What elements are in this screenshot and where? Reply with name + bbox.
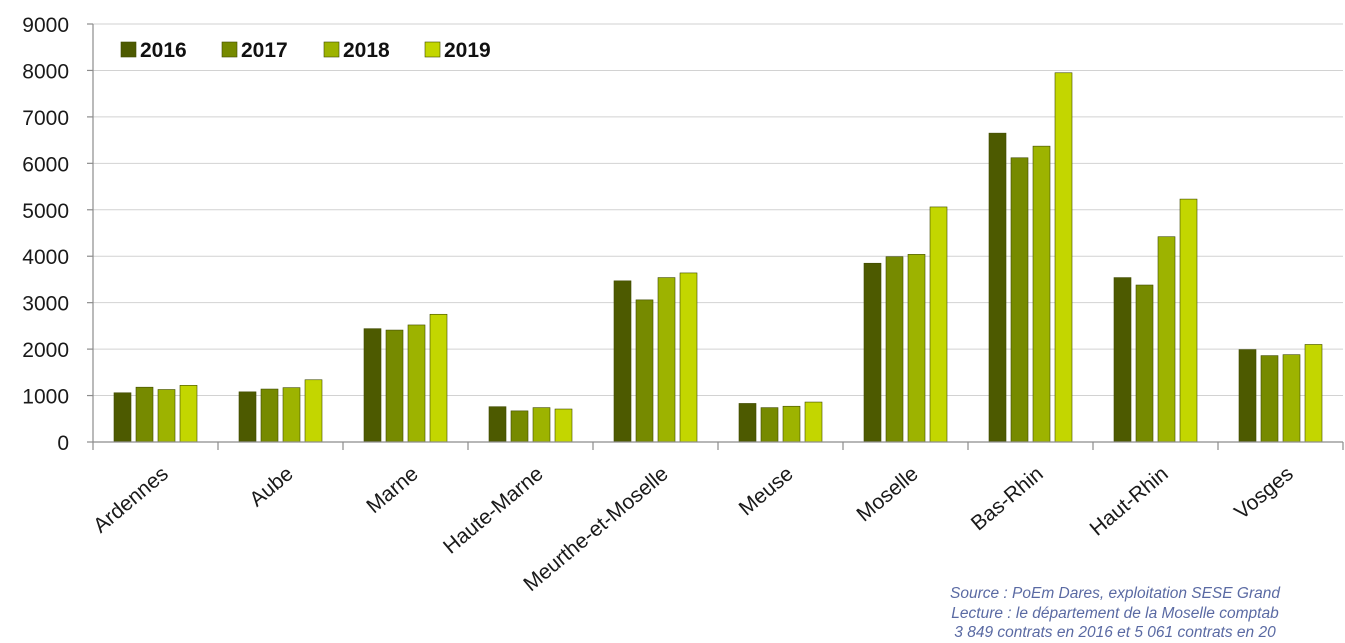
bar-2017-marne [385,329,404,443]
bar-2017-meurthe-et-moselle [635,299,654,443]
bar-2019-haut-rhin [1179,198,1198,443]
bars [113,72,1323,443]
bar-2018-vosges [1282,354,1301,443]
x-tick-label: Ardennes [89,462,173,537]
bar-2016-moselle [863,262,882,443]
bar-2016-meurthe-et-moselle [613,280,632,443]
x-tick-label: Haut-Rhin [1086,462,1173,540]
y-tick-label: 5000 [22,200,69,223]
bar-2019-haute-marne [554,408,573,443]
bar-2019-vosges [1304,344,1323,443]
bar-2019-marne [429,313,448,443]
x-tick-label: Aube [245,462,297,511]
y-tick-label: 9000 [22,14,69,37]
bar-2018-haute-marne [532,407,551,443]
legend-swatch-2016 [120,41,137,58]
y-tick-label: 4000 [22,246,69,269]
x-tick-label: Haute-Marne [439,462,548,558]
bar-2018-ardennes [157,389,176,443]
bar-2019-ardennes [179,385,198,443]
bar-2018-bas-rhin [1032,145,1051,443]
bar-2017-haut-rhin [1135,284,1154,443]
y-tick-label: 3000 [22,293,69,316]
legend-swatch-2019 [424,41,441,58]
bar-2017-bas-rhin [1010,157,1029,443]
source-note: Source : PoEm Dares, exploitation SESE G… [850,584,1345,643]
bar-2019-moselle [929,206,948,443]
x-tick-label: Bas-Rhin [967,462,1048,535]
y-tick-label: 1000 [22,386,69,409]
x-tick-label: Moselle [852,462,922,526]
bar-2017-moselle [885,256,904,443]
bar-2018-aube [282,387,301,443]
bar-2017-meuse [760,407,779,443]
legend-label-2017: 2017 [241,39,288,62]
bar-2016-meuse [738,403,757,443]
bar-2019-aube [304,379,323,443]
bar-2016-bas-rhin [988,132,1007,443]
legend: 2016 2017 2018 2019 [120,39,491,62]
bar-2016-vosges [1238,349,1257,443]
y-axis-tick-labels: 0 1000 2000 3000 4000 5000 6000 7000 8000 9000 [22,14,69,455]
bar-2017-haute-marne [510,410,529,443]
gridlines [93,23,1343,397]
y-tick-label: 2000 [22,339,69,362]
legend-swatch-2018 [323,41,340,58]
bar-2018-meurthe-et-moselle [657,277,676,443]
bar-2019-meuse [804,401,823,443]
x-tick-label: Vosges [1230,462,1298,524]
bar-2016-haut-rhin [1113,277,1132,443]
reading-note-line-2: 3 849 contrats en 2016 et 5 061 contrats… [954,624,1276,641]
legend-swatch-2017 [221,41,238,58]
y-tick-label: 0 [57,432,69,455]
legend-label-2019: 2019 [444,39,491,62]
bar-2018-meuse [782,405,801,443]
bar-2016-haute-marne [488,406,507,443]
source-line: Source : PoEm Dares, exploitation SESE G… [950,585,1280,602]
y-tick-label: 6000 [22,153,69,176]
reading-note-line: Lecture : le département de la Moselle c… [951,604,1279,622]
bar-2016-ardennes [113,392,132,443]
x-axis: Ardennes Aube Marne Haute-MarneMeurthe-et-M… [87,23,1344,596]
legend-label-2016: 2016 [140,39,187,62]
bar-2018-marne [407,324,426,443]
x-tick-label: Marne [362,462,422,518]
bar-2017-ardennes [135,386,154,443]
bar-2018-moselle [907,254,926,443]
y-tick-label: 7000 [22,107,69,130]
x-tick-label: Meuse [735,462,798,520]
bar-2017-aube [260,388,279,443]
bar-2016-aube [238,391,257,443]
bar-2019-meurthe-et-moselle [679,272,698,443]
bar-2019-bas-rhin [1054,72,1073,443]
legend-label-2018: 2018 [343,39,390,62]
bar-2018-haut-rhin [1157,236,1176,443]
bar-2017-vosges [1260,355,1279,443]
bar-2016-marne [363,328,382,443]
y-tick-label: 8000 [22,60,69,83]
